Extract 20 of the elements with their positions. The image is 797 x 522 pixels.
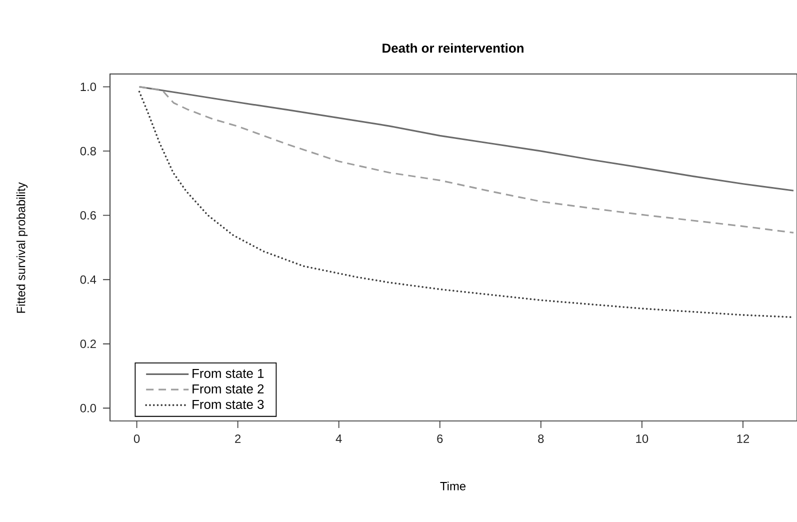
y-axis-title: Fitted survival probability — [16, 182, 28, 313]
x-tick-label: 10 — [636, 434, 648, 443]
y-tick-label: 0.8 — [80, 146, 96, 156]
x-axis-title: Time — [440, 482, 466, 490]
y-tick-label: 1.0 — [80, 82, 96, 92]
legend-label: From state 2 — [192, 384, 264, 394]
x-tick-label: 8 — [538, 434, 544, 443]
x-tick-label: 0 — [134, 434, 140, 443]
y-tick-label: 0.6 — [80, 211, 96, 220]
chart-title: Death or reintervention — [382, 43, 524, 53]
legend-label: From state 1 — [192, 368, 264, 378]
x-tick-label: 6 — [437, 434, 443, 443]
line-series — [138, 86, 794, 234]
x-tick-label: 4 — [336, 434, 342, 443]
x-tick-label: 12 — [737, 434, 750, 443]
y-tick-label: 0.2 — [80, 340, 96, 348]
legend-label: From state 3 — [192, 400, 264, 410]
y-tick-label: 0.0 — [80, 404, 96, 412]
y-tick-label: 0.4 — [80, 275, 96, 284]
x-tick-label: 2 — [235, 434, 241, 443]
